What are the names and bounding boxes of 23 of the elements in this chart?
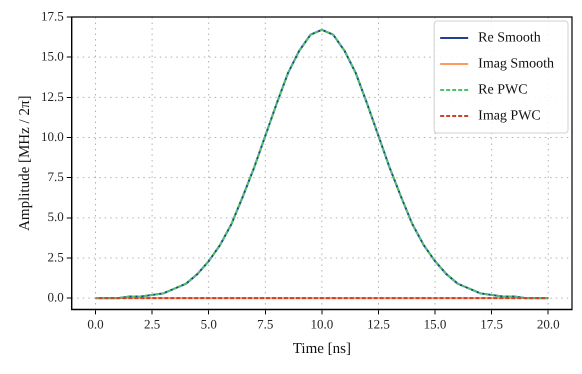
y-tick-label: 7.5 xyxy=(48,169,64,184)
legend-label: Imag Smooth xyxy=(478,56,554,72)
x-tick-label: 12.5 xyxy=(367,316,390,332)
legend-label: Re Smooth xyxy=(478,30,541,46)
x-tick-label: 20.0 xyxy=(536,316,560,332)
y-tick-label: 2.5 xyxy=(48,249,64,264)
x-axis-title: Time [ns] xyxy=(292,340,351,357)
y-tick-label: 0.0 xyxy=(48,290,64,305)
x-tick-label: 5.0 xyxy=(200,316,217,332)
x-tick-label: 17.5 xyxy=(480,316,504,332)
y-tick-label: 12.5 xyxy=(41,88,64,104)
y-tick-label: 5.0 xyxy=(48,209,64,224)
y-tick-label: 17.5 xyxy=(41,8,64,24)
x-tick-label: 0.0 xyxy=(87,316,104,332)
x-tick-label: 2.5 xyxy=(144,316,160,332)
x-tick-label: 15.0 xyxy=(424,316,446,332)
x-tick-label: 10.0 xyxy=(310,316,334,332)
y-axis-title: Amplitude [MHz / 2π] xyxy=(16,95,33,231)
y-tick-label: 10.0 xyxy=(41,128,64,144)
legend-label: Re PWC xyxy=(478,82,528,98)
x-tick-label: 7.5 xyxy=(257,316,274,332)
y-tick-label: 15.0 xyxy=(41,48,64,64)
legend-label: Imag PWC xyxy=(478,108,541,124)
